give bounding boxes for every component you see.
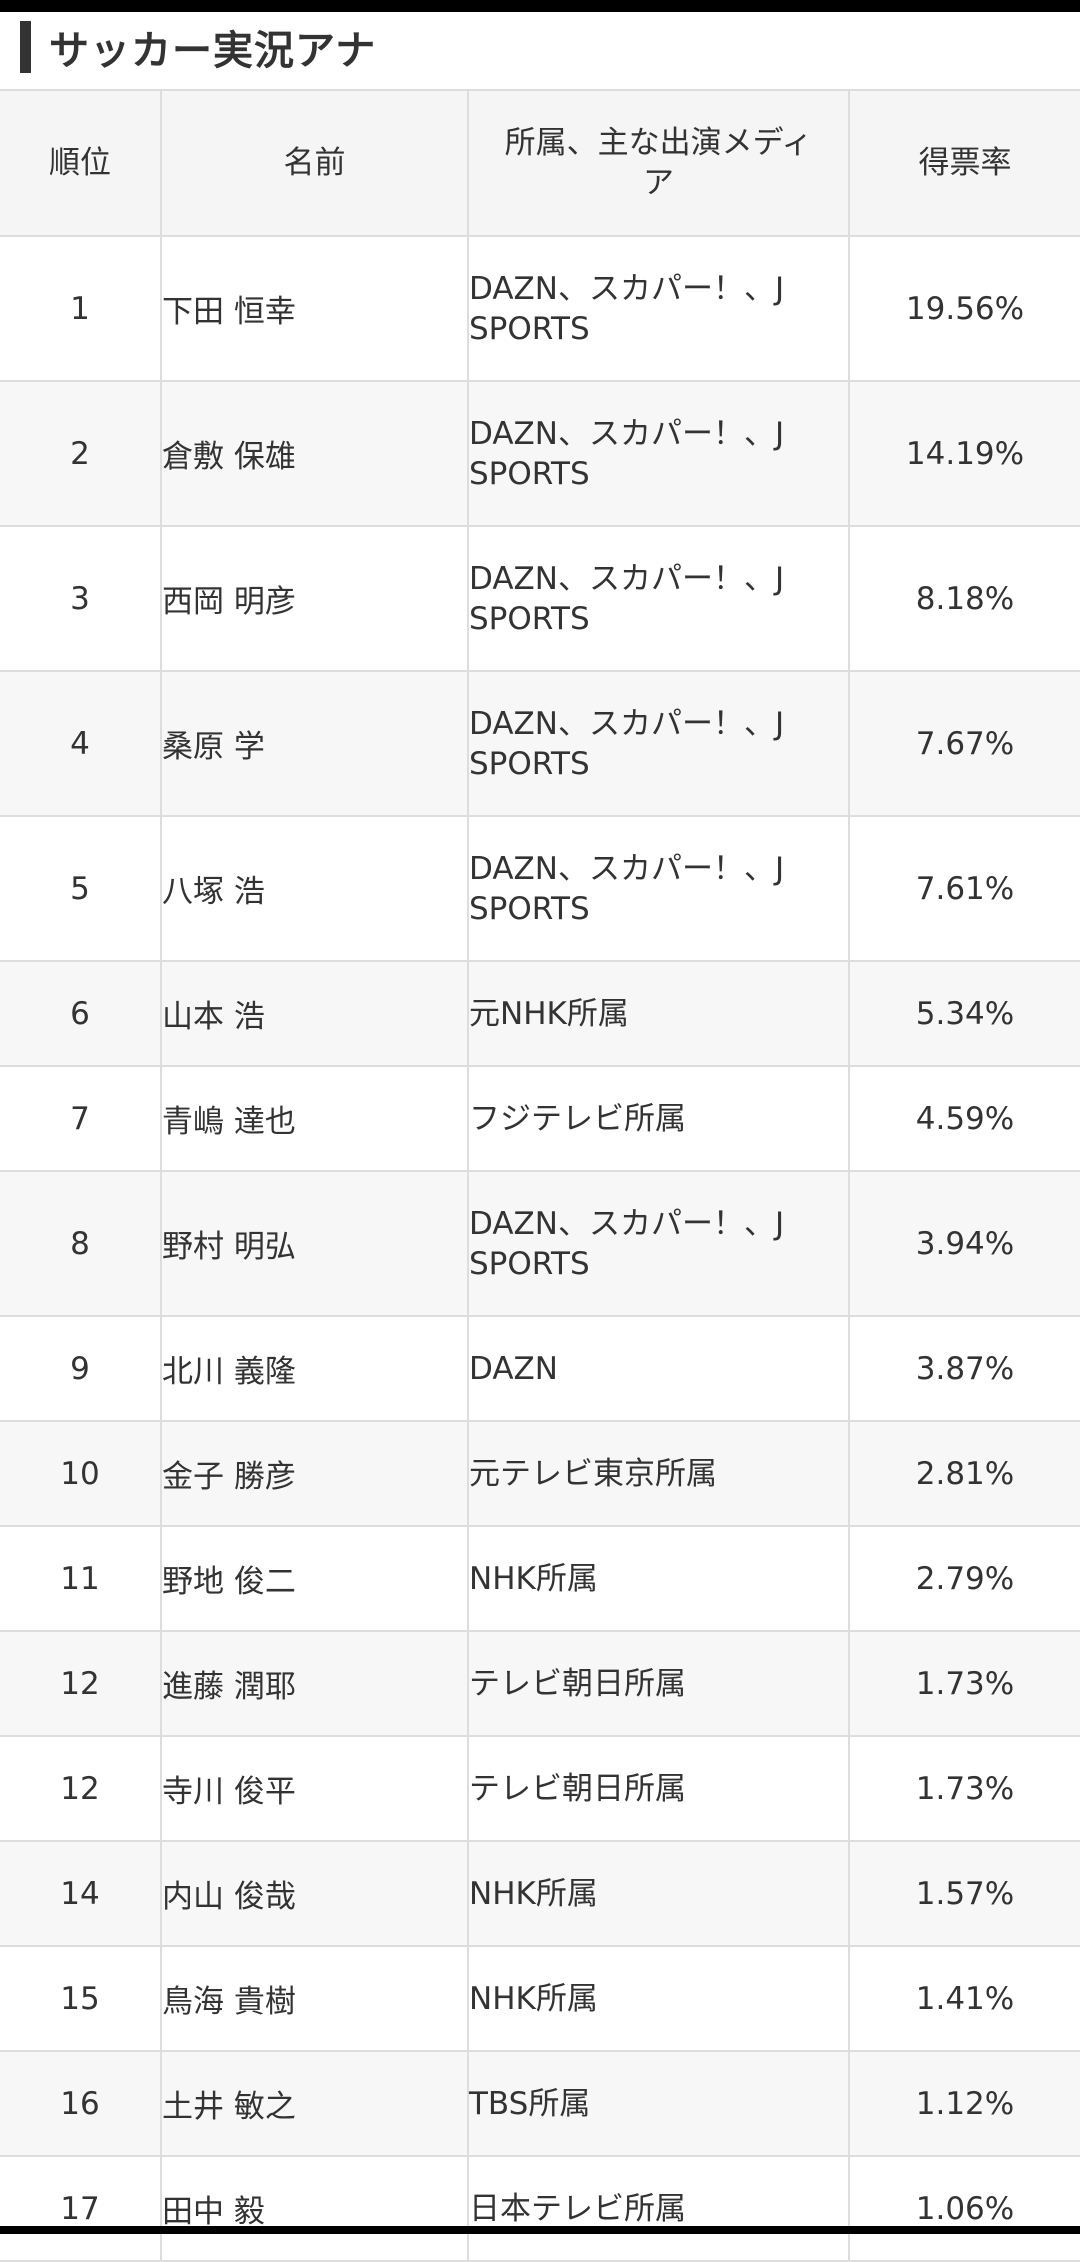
rate-cell: 1.06%: [848, 2155, 1080, 2262]
name-cell: 田中 毅: [160, 2155, 469, 2262]
rate-cell: 1.41%: [848, 1945, 1080, 2052]
table-row: 14 内山 俊哉 NHK所属 1.57%: [0, 1840, 1080, 1947]
media-cell: DAZN、スカパー！、J SPORTS: [467, 235, 850, 382]
name-cell: 西岡 明彦: [160, 525, 469, 672]
media-cell: DAZN、スカパー！、J SPORTS: [467, 525, 850, 672]
rate-cell: 5.34%: [848, 960, 1080, 1067]
table-row: 16 土井 敏之 TBS所属 1.12%: [0, 2050, 1080, 2157]
media-cell: フジテレビ所属: [467, 1065, 850, 1172]
rate-cell: 1.73%: [848, 1630, 1080, 1737]
rank-cell: 1: [0, 235, 162, 382]
table-row: 12 寺川 俊平 テレビ朝日所属 1.73%: [0, 1735, 1080, 1842]
rank-cell: 6: [0, 960, 162, 1067]
rank-cell: 17: [0, 2155, 162, 2262]
section-heading: サッカー実況アナ: [20, 12, 376, 82]
rank-cell: 8: [0, 1170, 162, 1317]
header-media-label: 所属、主な出演メディア: [504, 125, 813, 201]
table-row: 8 野村 明弘 DAZN、スカパー！、J SPORTS 3.94%: [0, 1170, 1080, 1317]
media-cell: 元NHK所属: [467, 960, 850, 1067]
media-cell: テレビ朝日所属: [467, 1630, 850, 1737]
name-cell: 野村 明弘: [160, 1170, 469, 1317]
table-row: 7 青嶋 達也 フジテレビ所属 4.59%: [0, 1065, 1080, 1172]
rate-cell: 7.67%: [848, 670, 1080, 817]
rate-cell: 3.94%: [848, 1170, 1080, 1317]
media-cell: テレビ朝日所属: [467, 1735, 850, 1842]
media-cell: NHK所属: [467, 1525, 850, 1632]
rate-cell: 3.87%: [848, 1315, 1080, 1422]
table-row: 15 鳥海 貴樹 NHK所属 1.41%: [0, 1945, 1080, 2052]
media-cell: NHK所属: [467, 1945, 850, 2052]
rate-cell: 14.19%: [848, 380, 1080, 527]
rank-cell: 12: [0, 1630, 162, 1737]
table-row: 10 金子 勝彦 元テレビ東京所属 2.81%: [0, 1420, 1080, 1527]
table-row: 11 野地 俊二 NHK所属 2.79%: [0, 1525, 1080, 1632]
header-rate: 得票率: [848, 89, 1080, 237]
rank-cell: 14: [0, 1840, 162, 1947]
name-cell: 寺川 俊平: [160, 1735, 469, 1842]
table-row: 9 北川 義隆 DAZN 3.87%: [0, 1315, 1080, 1422]
table-header-row: 順位 名前 所属、主な出演メディア 得票率: [0, 89, 1080, 237]
name-cell: 鳥海 貴樹: [160, 1945, 469, 2052]
name-cell: 下田 恒幸: [160, 235, 469, 382]
media-cell: 元テレビ東京所属: [467, 1420, 850, 1527]
rank-cell: 11: [0, 1525, 162, 1632]
name-cell: 進藤 潤耶: [160, 1630, 469, 1737]
rank-cell: 7: [0, 1065, 162, 1172]
name-cell: 野地 俊二: [160, 1525, 469, 1632]
top-edge-bar: [0, 0, 1080, 12]
table-row: 12 進藤 潤耶 テレビ朝日所属 1.73%: [0, 1630, 1080, 1737]
name-cell: 金子 勝彦: [160, 1420, 469, 1527]
media-cell: NHK所属: [467, 1840, 850, 1947]
ranking-table: 順位 名前 所属、主な出演メディア 得票率 1 下田 恒幸 DAZN、スカパー！…: [0, 89, 1080, 2262]
rank-cell: 15: [0, 1945, 162, 2052]
rank-cell: 16: [0, 2050, 162, 2157]
rank-cell: 9: [0, 1315, 162, 1422]
media-cell: DAZN: [467, 1315, 850, 1422]
section-title: サッカー実況アナ: [49, 28, 377, 74]
rate-cell: 2.81%: [848, 1420, 1080, 1527]
bottom-edge-bar: [0, 2226, 1080, 2234]
rank-cell: 2: [0, 380, 162, 527]
rank-cell: 12: [0, 1735, 162, 1842]
media-cell: 日本テレビ所属: [467, 2155, 850, 2262]
header-name: 名前: [160, 89, 469, 237]
name-cell: 山本 浩: [160, 960, 469, 1067]
name-cell: 八塚 浩: [160, 815, 469, 962]
header-rank: 順位: [0, 89, 162, 237]
rate-cell: 4.59%: [848, 1065, 1080, 1172]
media-cell: DAZN、スカパー！、J SPORTS: [467, 1170, 850, 1317]
rank-cell: 3: [0, 525, 162, 672]
table-row: 1 下田 恒幸 DAZN、スカパー！、J SPORTS 19.56%: [0, 235, 1080, 382]
rate-cell: 1.73%: [848, 1735, 1080, 1842]
rank-cell: 5: [0, 815, 162, 962]
name-cell: 青嶋 達也: [160, 1065, 469, 1172]
name-cell: 倉敷 保雄: [160, 380, 469, 527]
media-cell: TBS所属: [467, 2050, 850, 2157]
rate-cell: 2.79%: [848, 1525, 1080, 1632]
media-cell: DAZN、スカパー！、J SPORTS: [467, 670, 850, 817]
rank-cell: 4: [0, 670, 162, 817]
name-cell: 内山 俊哉: [160, 1840, 469, 1947]
table-row: 2 倉敷 保雄 DAZN、スカパー！、J SPORTS 14.19%: [0, 380, 1080, 527]
table-row: 17 田中 毅 日本テレビ所属 1.06%: [0, 2155, 1080, 2262]
rate-cell: 7.61%: [848, 815, 1080, 962]
media-cell: DAZN、スカパー！、J SPORTS: [467, 815, 850, 962]
table-row: 5 八塚 浩 DAZN、スカパー！、J SPORTS 7.61%: [0, 815, 1080, 962]
table-row: 6 山本 浩 元NHK所属 5.34%: [0, 960, 1080, 1067]
rate-cell: 1.57%: [848, 1840, 1080, 1947]
table-row: 3 西岡 明彦 DAZN、スカパー！、J SPORTS 8.18%: [0, 525, 1080, 672]
heading-accent-bar: [20, 21, 31, 73]
media-cell: DAZN、スカパー！、J SPORTS: [467, 380, 850, 527]
name-cell: 桑原 学: [160, 670, 469, 817]
rank-cell: 10: [0, 1420, 162, 1527]
header-media: 所属、主な出演メディア: [467, 89, 850, 237]
rate-cell: 8.18%: [848, 525, 1080, 672]
rate-cell: 19.56%: [848, 235, 1080, 382]
table-row: 4 桑原 学 DAZN、スカパー！、J SPORTS 7.67%: [0, 670, 1080, 817]
rate-cell: 1.12%: [848, 2050, 1080, 2157]
name-cell: 土井 敏之: [160, 2050, 469, 2157]
name-cell: 北川 義隆: [160, 1315, 469, 1422]
